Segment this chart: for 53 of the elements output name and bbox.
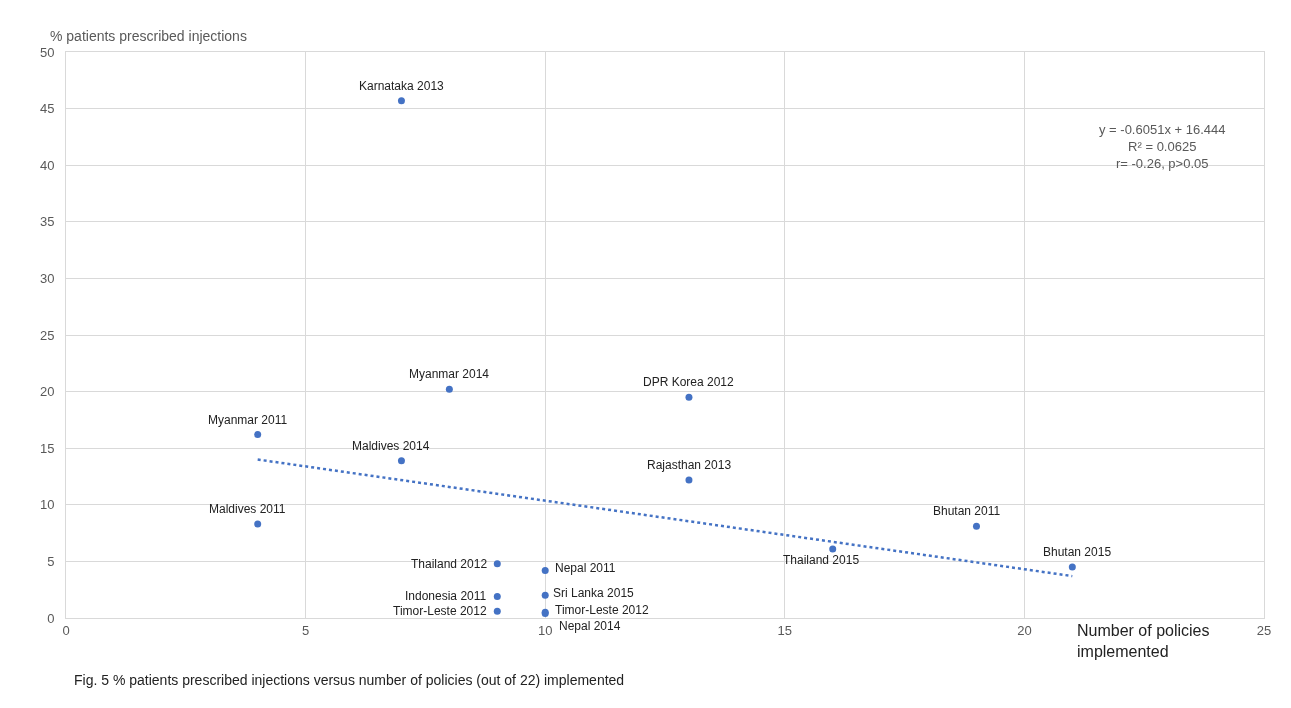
annotation: Thailand 2015 xyxy=(783,553,860,567)
point xyxy=(445,385,453,393)
annotation: Nepal 2011 xyxy=(555,561,616,575)
point xyxy=(254,520,262,528)
annotation: Maldives 2011 xyxy=(209,502,286,516)
annotation: Rajasthan 2013 xyxy=(647,458,732,472)
point xyxy=(829,545,837,553)
x-tick-label: 10 xyxy=(537,622,553,638)
y-tick-label: 25 xyxy=(39,327,55,343)
y-tick-label: 15 xyxy=(39,440,55,456)
point xyxy=(493,560,501,568)
point xyxy=(254,431,262,439)
point xyxy=(493,592,501,600)
point xyxy=(397,457,405,465)
point xyxy=(972,522,980,530)
annotation: Bhutan 2015 xyxy=(1043,545,1112,559)
point xyxy=(1068,563,1076,571)
annotation: Sri Lanka 2015 xyxy=(553,586,635,600)
x-axis-title: Number of policies implemented xyxy=(1077,622,1210,660)
y-tick-label: 0 xyxy=(47,610,55,626)
y-tick-label: 10 xyxy=(39,497,55,513)
annotation: Thailand 2012 xyxy=(411,557,488,571)
annotation: Bhutan 2011 xyxy=(933,504,1001,518)
point xyxy=(541,591,549,599)
x-tick-label: 25 xyxy=(1256,622,1272,638)
y-tick-label: 35 xyxy=(39,214,55,230)
y-tick-label: 40 xyxy=(39,157,55,173)
y-tick-label: 5 xyxy=(47,553,55,569)
x-tick-label: 5 xyxy=(301,622,310,638)
annotation: Nepal 2014 xyxy=(559,619,621,633)
y-axis-title: % patients prescribed injections xyxy=(50,28,247,44)
point xyxy=(685,476,693,484)
annotation: Myanmar 2011 xyxy=(208,413,288,427)
annotation: DPR Korea 2012 xyxy=(643,375,735,389)
annotation: y = -0.6051x + 16.444 R² = 0.0625 r= -0.26, p>0.05 xyxy=(1099,122,1226,171)
point xyxy=(541,566,549,574)
y-tick-label: 20 xyxy=(39,384,55,400)
x-tick-label: 20 xyxy=(1017,622,1032,638)
point xyxy=(493,607,501,615)
annotation: Timor-Leste 2012 xyxy=(555,603,649,617)
x-tick-label: 15 xyxy=(777,622,793,638)
y-tick-label: 50 xyxy=(39,44,55,60)
point xyxy=(397,97,405,105)
annotation: Timor-Leste 2012 xyxy=(393,604,487,618)
annotation: Karnataka 2013 xyxy=(359,79,445,93)
annotation: Indonesia 2011 xyxy=(405,589,487,603)
y-tick-label: 30 xyxy=(39,270,55,286)
annotation: Maldives 2014 xyxy=(352,439,430,453)
annotation: Myanmar 2014 xyxy=(409,367,490,381)
point xyxy=(685,393,693,401)
x-tick-label: 0 xyxy=(62,622,70,638)
y-tick-label: 45 xyxy=(39,101,55,117)
caption: Fig. 5 % patients prescribed injections versus number of policies (out of 22) implemented xyxy=(74,672,625,688)
